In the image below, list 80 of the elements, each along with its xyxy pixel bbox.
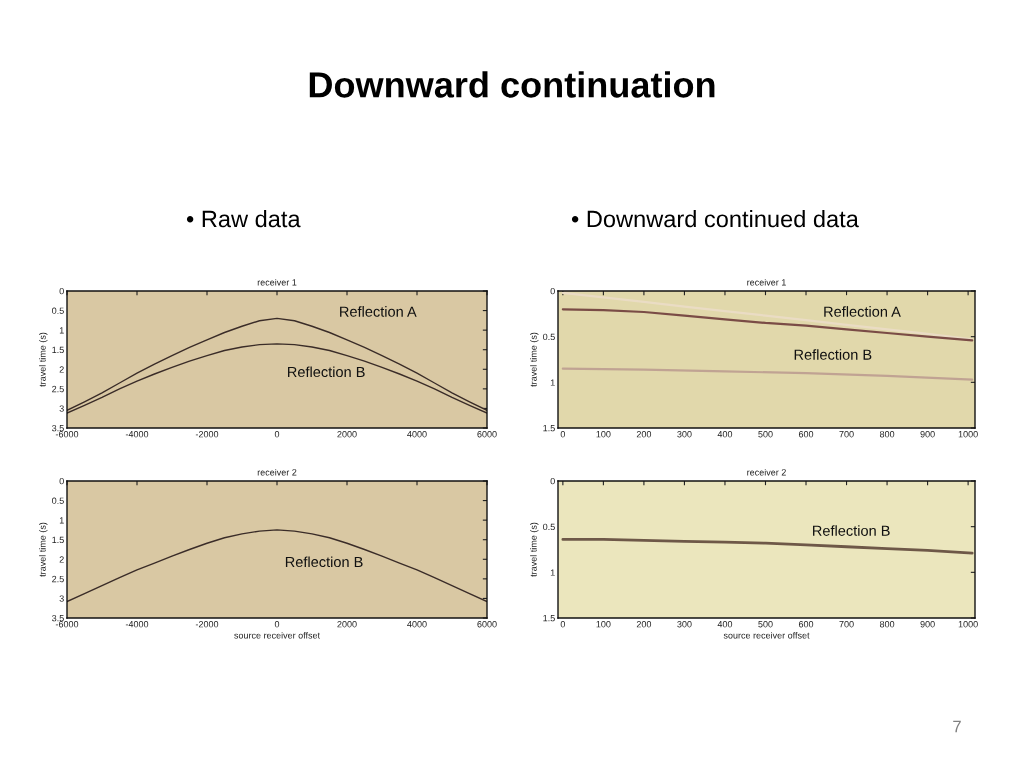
series-label: Reflection B [813, 525, 890, 536]
y-tick-label: 0.5 [52, 497, 64, 504]
text: 7 [953, 720, 961, 733]
x-tick-label: 4000 [407, 431, 427, 438]
x-tick-label: 500 [758, 431, 773, 438]
x-tick-label: 6000 [477, 431, 497, 438]
series-label: Reflection B [288, 366, 365, 378]
x-tick-label: -4000 [125, 431, 149, 438]
y-axis-title: travel time (s) [530, 522, 539, 577]
text: Downward continuation [309, 71, 715, 98]
y-tick-label: 2 [59, 556, 64, 563]
x-tick-label: 100 [596, 431, 611, 438]
series-label: Reflection B [794, 349, 872, 360]
y-tick-label: 3.5 [52, 424, 64, 432]
x-tick-label: 200 [636, 431, 652, 438]
chart-title: receiver 1 [257, 278, 297, 286]
x-tick-label: 6000 [477, 621, 497, 628]
x-tick-label: 900 [920, 431, 935, 438]
chart-title: receiver 1 [747, 278, 786, 286]
x-tick-label: 2000 [337, 621, 357, 628]
y-tick-label: 2 [59, 366, 64, 373]
x-tick-label: 2000 [337, 431, 357, 438]
y-tick-label: 1 [59, 517, 64, 524]
y-tick-label: 0.5 [52, 307, 64, 314]
y-tick-label: 0 [550, 287, 555, 295]
x-tick-label: -6000 [55, 431, 79, 438]
x-tick-label: 900 [920, 621, 935, 628]
x-tick-label: 700 [839, 431, 854, 438]
x-tick-label: 0 [274, 621, 280, 628]
text: • Downward continued data [571, 210, 859, 228]
text: • Raw data [186, 210, 301, 228]
series-label: Reflection A [824, 306, 901, 317]
y-tick-label: 1 [59, 327, 64, 334]
x-tick-label: 600 [798, 431, 814, 438]
x-tick-label: 700 [839, 621, 854, 628]
y-tick-label: 1.5 [52, 536, 64, 544]
x-tick-label: 1000 [958, 621, 978, 628]
x-tick-label: 300 [677, 621, 692, 628]
y-tick-label: 0.5 [543, 523, 555, 531]
y-tick-label: 0 [59, 477, 64, 485]
x-tick-label: 500 [758, 621, 773, 628]
x-tick-label: -4000 [125, 621, 149, 628]
y-tick-label: 1.5 [52, 346, 64, 354]
x-tick-label: 400 [717, 621, 733, 628]
y-tick-label: 1.5 [543, 425, 555, 432]
y-tick-label: 0 [550, 477, 555, 485]
x-tick-label: 800 [879, 431, 895, 438]
y-axis-title: travel time (s) [530, 332, 539, 387]
x-axis-title: source receiver offset [723, 631, 810, 639]
x-tick-label: 100 [596, 621, 611, 628]
x-tick-label: 0 [560, 431, 566, 438]
x-tick-label: -2000 [195, 621, 219, 628]
x-axis-title: source receiver offset [234, 631, 321, 639]
x-tick-label: 0 [274, 431, 280, 438]
chart-title: receiver 2 [257, 468, 297, 476]
y-axis-title: travel time (s) [39, 522, 48, 577]
y-tick-label: 0.5 [543, 333, 555, 341]
x-tick-label: 1000 [958, 431, 978, 438]
x-tick-label: -6000 [55, 621, 79, 628]
y-tick-label: 1 [550, 379, 555, 386]
y-tick-label: 0 [59, 287, 64, 295]
series-label: Reflection A [340, 306, 417, 317]
x-tick-label: 200 [636, 621, 652, 628]
y-axis-title: travel time (s) [39, 332, 48, 387]
y-tick-label: 1.5 [543, 615, 555, 622]
series-label: Reflection B [285, 556, 363, 568]
x-tick-label: 400 [717, 431, 733, 438]
y-tick-label: 3 [59, 405, 64, 412]
y-tick-label: 2.5 [52, 575, 64, 583]
y-tick-label: 3 [59, 595, 64, 602]
x-tick-label: 0 [560, 621, 566, 628]
x-tick-label: 4000 [407, 621, 427, 628]
x-tick-label: 300 [677, 431, 692, 438]
chart-title: receiver 2 [747, 468, 786, 476]
y-tick-label: 3.5 [52, 614, 64, 622]
x-tick-label: 600 [798, 621, 814, 628]
x-tick-label: 800 [879, 621, 895, 628]
y-tick-label: 1 [550, 569, 555, 576]
y-tick-label: 2.5 [52, 385, 64, 393]
x-tick-label: -2000 [195, 431, 219, 438]
